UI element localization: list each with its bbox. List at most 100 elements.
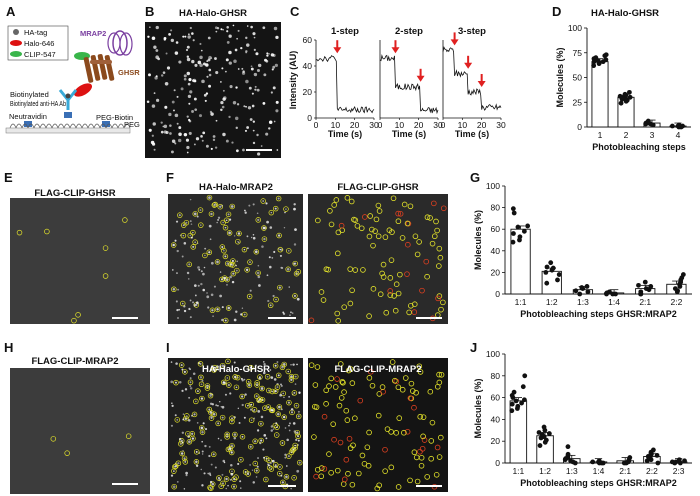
spot-circle-marker	[279, 440, 286, 446]
fluorescent-spot	[188, 307, 191, 311]
fluorescent-spot	[223, 249, 225, 252]
fluorescent-spot	[155, 25, 159, 30]
spot-circle-marker	[413, 389, 419, 396]
intensity-trace	[379, 54, 439, 115]
fluorescent-spot	[156, 98, 160, 102]
fluorescent-spot	[225, 58, 229, 62]
fluorescent-spot	[170, 474, 174, 477]
spot-circle-marker	[366, 233, 373, 240]
spot-circle-marker	[251, 406, 258, 413]
fluorescent-spot	[174, 113, 179, 118]
fluorescent-spot	[297, 415, 300, 418]
fluorescent-spot	[245, 268, 249, 272]
fluorescent-spot	[198, 268, 201, 271]
fluorescent-spot	[256, 465, 259, 468]
fluorescent-spot	[182, 234, 185, 237]
fluorescent-spot	[176, 272, 178, 275]
fluorescent-spot	[201, 453, 204, 455]
fluorescent-spot	[155, 49, 159, 52]
spot-circle-marker	[379, 384, 386, 390]
fluorescent-spot	[275, 298, 277, 301]
fluorescent-spot	[277, 197, 280, 200]
spot-circle-marker	[264, 373, 271, 380]
fluorescent-spot	[195, 137, 200, 141]
fluorescent-spot	[254, 440, 257, 443]
spot-circle-marker	[231, 476, 238, 482]
spot-circle-marker	[396, 415, 403, 421]
fluorescent-spot	[297, 271, 300, 273]
fluorescent-spot	[265, 59, 269, 63]
spot-circle-marker	[277, 284, 283, 291]
fluorescent-spot	[243, 248, 246, 251]
spot-circle-marker	[261, 225, 267, 231]
fluorescent-spot	[213, 366, 216, 369]
fluorescent-spot	[294, 228, 297, 231]
fluorescent-spot	[207, 36, 211, 40]
fluorescent-spot	[269, 304, 272, 307]
spot-circle-marker	[411, 301, 418, 308]
panel-j-chart: 0 20 40 60 80 100 1:1 1:2 1:3 1:4 2:1 2:2 2:3 Photobl…	[473, 349, 692, 488]
fluorescent-spot	[188, 263, 191, 266]
fluorescent-spot	[235, 126, 238, 130]
spot-circle-marker	[225, 305, 232, 311]
x-tick-label: 2	[624, 130, 629, 140]
spot-circle-marker	[296, 459, 303, 466]
fluorescent-spot	[263, 456, 265, 459]
fluorescent-spot	[228, 61, 232, 65]
x-tick-label: 4	[676, 130, 681, 140]
fluorescent-spot	[204, 427, 208, 431]
spot-circle-marker	[291, 475, 297, 481]
colocalized-spot-marker	[338, 222, 345, 229]
data-point	[577, 291, 583, 297]
spot-circle-marker	[183, 219, 190, 226]
x-tick-label: 2:1	[639, 297, 651, 307]
spot-circle-marker	[436, 454, 443, 460]
fluorescent-spot	[219, 400, 221, 403]
x-tick-label: 10	[395, 120, 405, 130]
fluorescent-spot	[184, 460, 187, 463]
spot-circle-marker	[218, 483, 224, 489]
spot-circle-marker	[424, 214, 431, 221]
fluorescent-spot	[233, 433, 237, 436]
fluorescent-spot	[151, 36, 156, 41]
spot-circle-marker	[64, 450, 70, 456]
fluorescent-spot	[164, 105, 168, 109]
fluorescent-spot	[224, 70, 227, 73]
panel-letter-h: H	[4, 340, 13, 355]
fluorescent-spot	[220, 100, 224, 105]
spot-circle-marker	[366, 375, 373, 381]
fluorescent-spot	[256, 68, 260, 73]
spot-circle-marker	[272, 362, 279, 369]
spot-circle-marker	[255, 217, 262, 223]
fluorescent-spot	[249, 464, 251, 466]
fluorescent-spot	[268, 466, 271, 469]
fluorescent-spot	[265, 132, 269, 136]
fluorescent-spot	[183, 488, 186, 490]
spot-circle-marker	[369, 382, 376, 389]
spot-circle-marker	[428, 438, 435, 444]
fluorescent-spot	[201, 484, 204, 487]
fluorescent-spot	[235, 149, 239, 153]
fluorescent-spot	[247, 106, 252, 110]
panel-f-spots-1	[170, 194, 302, 324]
spot-circle-marker	[195, 388, 201, 394]
fluorescent-spot	[176, 309, 179, 312]
spot-circle-marker	[171, 468, 177, 474]
spot-circle-marker	[206, 406, 212, 413]
fluorescent-spot	[185, 471, 188, 475]
fluorescent-spot	[189, 220, 192, 223]
spot-circle-marker	[399, 235, 406, 241]
fluorescent-spot	[176, 418, 179, 421]
fluorescent-spot	[184, 388, 188, 391]
fluorescent-spot	[293, 207, 296, 211]
fluorescent-spot	[215, 404, 218, 407]
spot-circle-marker	[180, 300, 186, 307]
fluorescent-spot	[228, 34, 232, 38]
fluorescent-spot	[271, 460, 274, 462]
spot-circle-marker	[293, 270, 300, 277]
fluorescent-spot	[230, 205, 234, 208]
fluorescent-spot	[203, 93, 207, 97]
fluorescent-spot	[188, 367, 191, 369]
spot-circle-marker	[328, 469, 334, 476]
fluorescent-spot	[204, 254, 206, 257]
